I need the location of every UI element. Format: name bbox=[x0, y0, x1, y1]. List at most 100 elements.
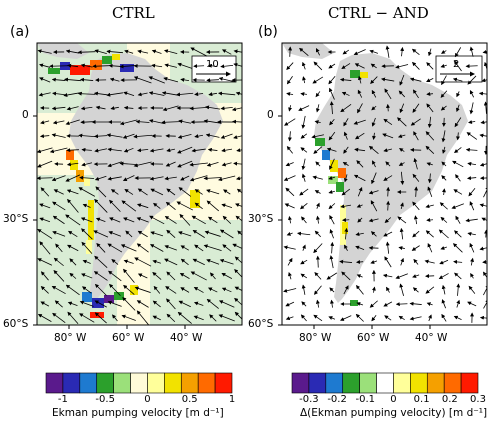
wind-vector-arrow bbox=[69, 272, 77, 279]
wind-vector-arrow bbox=[108, 270, 122, 282]
wind-vector-arrow bbox=[372, 132, 376, 140]
wind-vector-arrow bbox=[357, 217, 363, 223]
wind-vector-arrow bbox=[106, 49, 123, 54]
wind-vector-arrow bbox=[343, 131, 348, 140]
wind-vector-arrow bbox=[342, 49, 350, 55]
wind-vector-arrow bbox=[166, 271, 176, 281]
wind-vector-arrow bbox=[329, 229, 334, 239]
wind-vector-arrow bbox=[399, 103, 405, 114]
wind-vector-arrow bbox=[383, 231, 393, 237]
wind-vector-arrow bbox=[426, 217, 434, 222]
wind-vector-arrow bbox=[150, 244, 164, 252]
wind-vector-arrow bbox=[206, 189, 220, 195]
wind-vector-arrow bbox=[235, 203, 242, 207]
wind-vector-arrow bbox=[313, 285, 322, 295]
panel-a-lon-tick: 40° W bbox=[170, 332, 203, 344]
wind-vector-arrow bbox=[469, 46, 474, 57]
wind-vector-arrow bbox=[441, 299, 447, 309]
wind-vector-arrow bbox=[384, 217, 392, 224]
wind-vector-arrow bbox=[81, 147, 92, 152]
panel-b-title: CTRL − AND bbox=[328, 4, 429, 22]
wind-vector-arrow bbox=[427, 186, 433, 198]
wind-vector-arrow bbox=[93, 91, 108, 96]
wind-vector-arrow bbox=[148, 76, 165, 84]
wind-vector-arrow bbox=[355, 232, 364, 237]
wind-vector-arrow bbox=[107, 147, 122, 152]
wind-vector-arrow bbox=[298, 105, 310, 111]
wind-vector-arrow bbox=[81, 286, 92, 294]
wind-vector-arrow bbox=[412, 173, 420, 182]
wind-vector-arrow bbox=[109, 217, 121, 223]
panel-a-colorbar-label: Ekman pumping velocity [m d⁻¹] bbox=[52, 407, 224, 419]
wind-vector-arrow bbox=[441, 313, 447, 322]
wind-vector-arrow bbox=[355, 285, 364, 295]
wind-vector-arrow bbox=[300, 92, 308, 97]
wind-vector-arrow bbox=[454, 272, 462, 280]
wind-vector-arrow bbox=[191, 148, 206, 153]
wind-vector-arrow bbox=[328, 316, 336, 320]
wind-vector-arrow bbox=[152, 271, 162, 280]
wind-vector-arrow bbox=[221, 203, 233, 208]
wind-vector-arrow bbox=[385, 103, 390, 112]
wind-vector-arrow bbox=[316, 202, 320, 209]
wind-vector-arrow bbox=[110, 189, 119, 195]
wind-vector-arrow bbox=[107, 176, 122, 181]
wind-vector-arrow bbox=[481, 217, 487, 222]
wind-vector-arrow bbox=[180, 175, 190, 181]
panel-b-colorbar-label: Δ(Ekman pumping velocity) [m d⁻¹] bbox=[300, 407, 488, 419]
wind-vector-arrow bbox=[136, 300, 149, 308]
wind-vector-arrow bbox=[218, 91, 236, 96]
wind-vector-arrow bbox=[136, 243, 149, 253]
wind-vector-arrow bbox=[37, 160, 53, 168]
wind-vector-arrow bbox=[288, 272, 292, 280]
wind-vector-arrow bbox=[483, 101, 487, 114]
colorbar-swatch bbox=[291, 372, 310, 394]
wind-vector-arrow bbox=[399, 227, 404, 240]
wind-vector-arrow bbox=[386, 286, 390, 293]
wind-vector-arrow bbox=[194, 134, 204, 139]
wind-vector-arrow bbox=[234, 286, 242, 291]
wind-vector-arrow bbox=[178, 187, 192, 197]
colorbar-swatch bbox=[393, 372, 411, 394]
wind-vector-arrow bbox=[370, 63, 377, 69]
wind-vector-arrow bbox=[425, 230, 434, 238]
colorbar-tick-label: 0 bbox=[144, 394, 151, 405]
wind-vector-arrow bbox=[343, 285, 349, 295]
wind-vector-arrow bbox=[452, 243, 463, 253]
wind-vector-arrow bbox=[108, 231, 121, 237]
wind-vector-arrow bbox=[386, 186, 391, 197]
wind-vector-arrow bbox=[441, 284, 446, 295]
wind-vector-arrow bbox=[315, 215, 320, 224]
wind-vector-arrow bbox=[286, 62, 294, 71]
wind-vector-arrow bbox=[329, 87, 335, 100]
wind-vector-arrow bbox=[385, 161, 391, 167]
wind-vector-arrow bbox=[65, 214, 81, 226]
wind-vector-arrow bbox=[51, 106, 66, 111]
wind-vector-arrow bbox=[205, 133, 220, 138]
wind-vector-arrow bbox=[66, 162, 79, 167]
panel-b-lat-tick: 0 bbox=[267, 109, 274, 121]
wind-vector-arrow bbox=[92, 64, 109, 69]
wind-vector-arrow bbox=[328, 76, 336, 85]
wind-vector-arrow bbox=[234, 297, 242, 306]
wind-vector-arrow bbox=[193, 315, 204, 321]
wind-vector-arrow bbox=[190, 271, 207, 281]
wind-vector-arrow bbox=[483, 284, 487, 296]
wind-vector-arrow bbox=[163, 76, 179, 83]
wind-vector-arrow bbox=[313, 314, 323, 322]
wind-vector-arrow bbox=[467, 231, 476, 236]
wind-vector-arrow bbox=[80, 120, 93, 125]
wind-vector-arrow bbox=[152, 315, 161, 321]
wind-vector-arrow bbox=[329, 118, 335, 126]
wind-vector-arrow bbox=[409, 301, 422, 306]
wind-vector-arrow bbox=[208, 92, 218, 97]
wind-vector-arrow bbox=[220, 106, 233, 111]
colorbar-swatch bbox=[197, 372, 216, 394]
wind-vector-arrow bbox=[372, 160, 376, 168]
wind-vector-arrow bbox=[121, 314, 136, 321]
wind-vector-arrow bbox=[82, 259, 91, 264]
wind-vector-arrow bbox=[302, 244, 306, 251]
wind-vector-arrow bbox=[482, 49, 487, 54]
wind-vector-arrow bbox=[55, 243, 63, 253]
